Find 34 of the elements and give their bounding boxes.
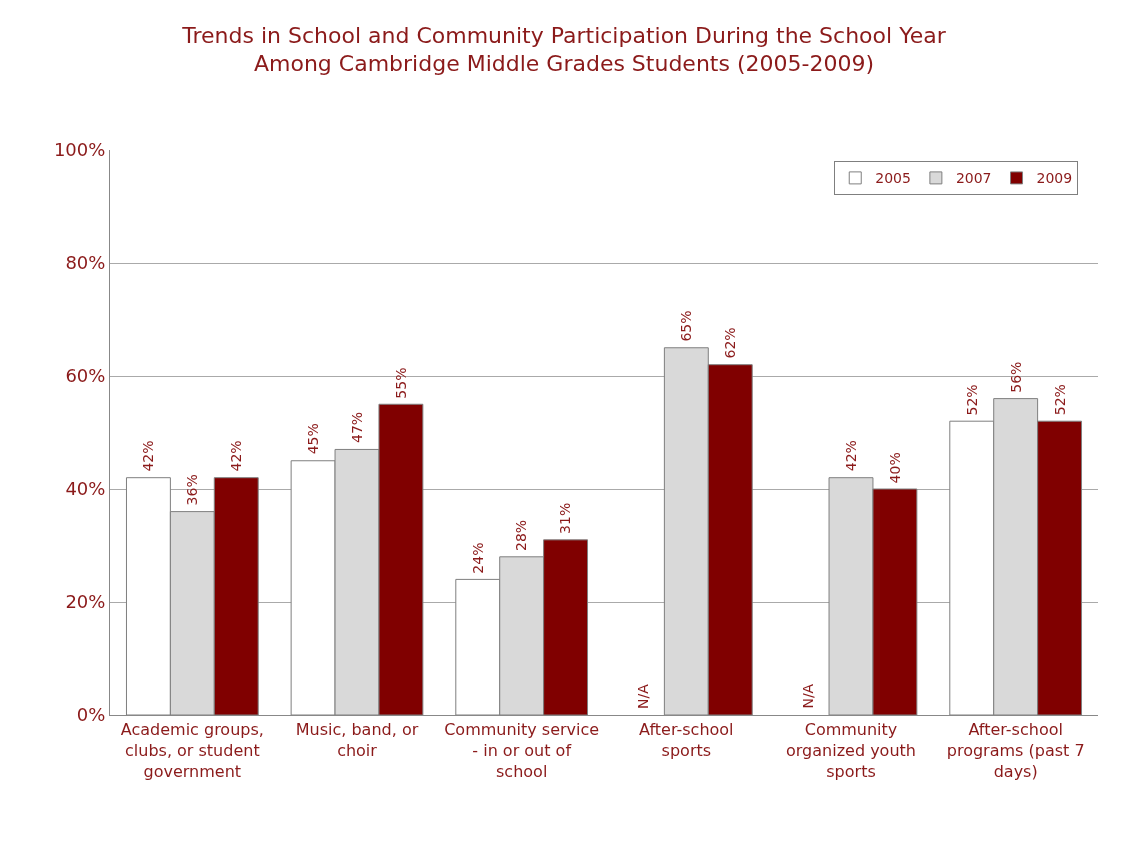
x-tick-label: Community service - in or out of school [444, 720, 600, 781]
legend-label: 2009 [1036, 170, 1073, 187]
text: N/A [634, 684, 651, 709]
legend-label: 2005 [875, 170, 911, 187]
data-label: 42% [842, 440, 859, 472]
data-label: 62% [722, 327, 739, 359]
data-label: 47% [349, 411, 366, 443]
data-label: 24% [469, 542, 486, 574]
data-label: 52% [964, 384, 981, 416]
x-tick-label: Academic groups, clubs, or student government [120, 720, 264, 781]
x-tick-label: Community organized youth sports [786, 720, 916, 781]
data-label: 28% [513, 519, 530, 551]
text: N/A [799, 683, 816, 709]
data-label: 45% [304, 423, 321, 455]
data-label: 55% [393, 367, 410, 399]
x-tick-label: Music, band, or choir [295, 720, 419, 760]
data-label: 31% [557, 502, 574, 534]
data-label: 56% [1007, 361, 1024, 393]
data-label: 52% [1051, 384, 1068, 416]
data-label: 42% [140, 440, 157, 472]
y-tick-label: 100% [53, 139, 106, 161]
legend-label: 2007 [955, 170, 992, 187]
y-tick-label: 20% [65, 591, 106, 613]
y-tick-label: 80% [65, 252, 106, 274]
y-tick-label: 40% [65, 478, 106, 500]
data-label: 36% [184, 474, 201, 506]
chart-title: Trends in School and Community Participation During the School Year Among Cambridge Middle Grades Students (2005-2009) [181, 22, 947, 77]
data-label: 65% [678, 310, 695, 342]
data-label: 40% [887, 452, 904, 484]
y-tick-label: 0% [76, 704, 106, 726]
x-tick-label: After-school programs (past 7 days) [946, 720, 1085, 781]
y-tick-label: 60% [65, 365, 106, 387]
data-label: 42% [228, 440, 245, 472]
x-tick-label: After-school sports [639, 720, 734, 760]
